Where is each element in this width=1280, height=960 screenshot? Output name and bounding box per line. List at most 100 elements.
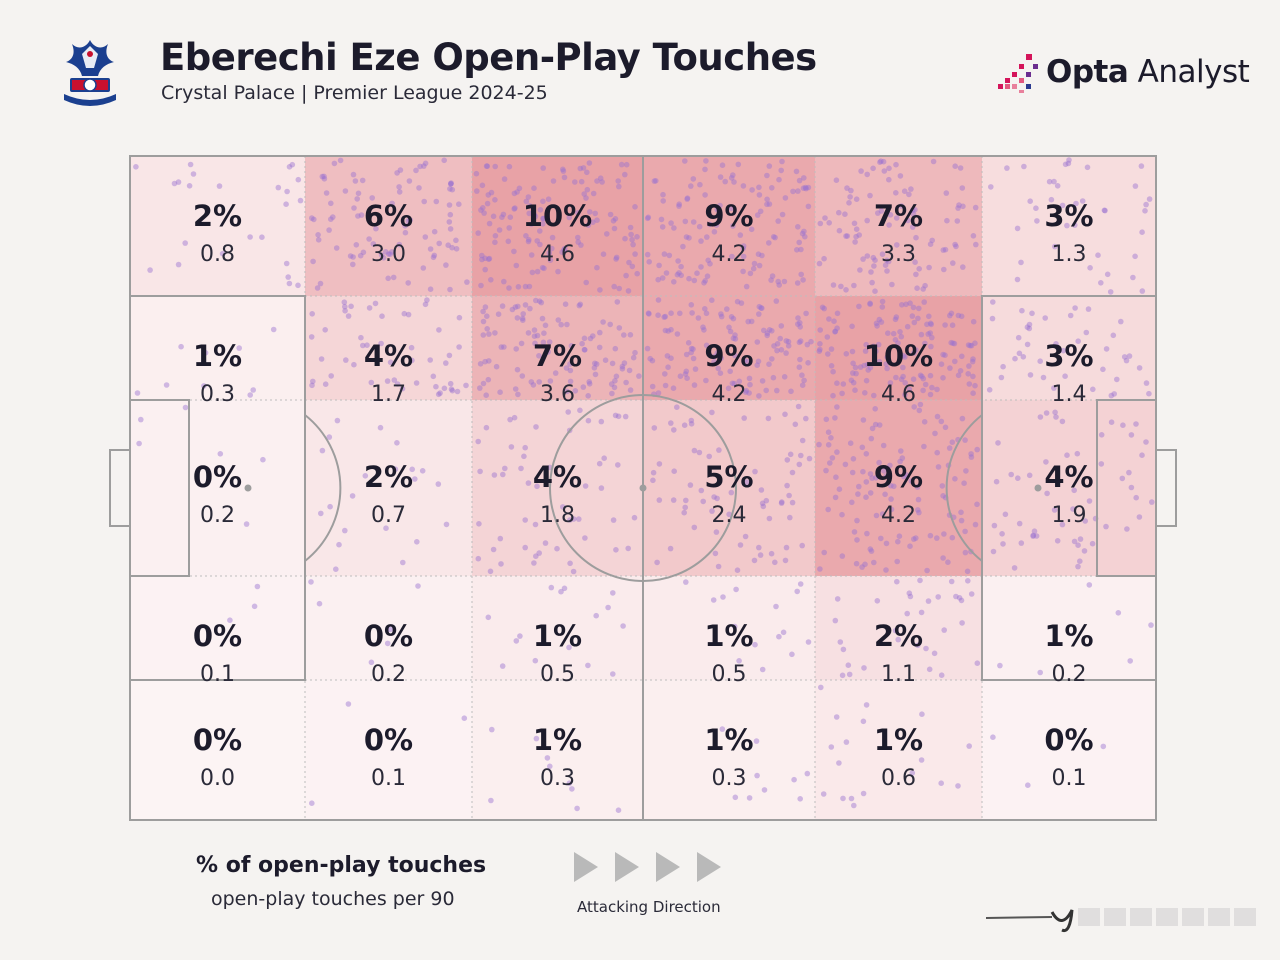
touch-dot: [133, 164, 139, 170]
heat-zone-r5c2: [305, 680, 472, 820]
touch-dot: [676, 270, 682, 276]
touch-dot: [711, 359, 717, 365]
touch-dot: [833, 474, 839, 481]
touch-dot: [485, 192, 492, 198]
touch-dot: [385, 275, 392, 282]
touch-dot: [755, 251, 762, 257]
touch-dot: [1083, 329, 1090, 336]
touch-dot: [482, 304, 489, 310]
touch-dot: [247, 234, 253, 240]
touch-dot: [871, 392, 877, 399]
touch-dot: [878, 208, 885, 214]
touch-dot: [499, 214, 505, 220]
touch-dot: [897, 458, 903, 465]
touch-dot: [901, 188, 908, 194]
touch-dot: [849, 323, 855, 330]
touch-dot: [736, 658, 742, 664]
touch-dot: [644, 345, 651, 352]
touch-dot: [358, 334, 364, 341]
touch-dot: [491, 472, 498, 478]
touch-dot: [774, 347, 780, 354]
touch-dot: [764, 172, 770, 179]
touch-dot: [536, 379, 542, 385]
touch-dot: [691, 524, 698, 531]
touch-dot: [515, 391, 521, 398]
touch-dot: [394, 440, 400, 446]
touch-dot: [592, 360, 598, 367]
heat-zone-r2c5: [815, 296, 982, 400]
touch-dot: [549, 245, 555, 252]
touch-dot: [871, 559, 877, 566]
touch-dot: [726, 511, 732, 518]
zone-per90-label: 0.8: [200, 242, 235, 267]
touch-dot: [728, 205, 735, 211]
touch-dot: [799, 437, 806, 444]
touch-dot: [970, 373, 976, 380]
zone-per90-label: 1.8: [540, 503, 575, 528]
touch-dot: [492, 233, 499, 239]
touch-dot: [342, 303, 348, 310]
touch-dot: [794, 280, 801, 286]
touch-dot: [540, 339, 547, 346]
heat-zone-r2c6: [982, 296, 1156, 400]
touch-dot: [665, 364, 671, 371]
touch-dot: [309, 800, 315, 806]
touch-dot: [609, 360, 616, 367]
heat-zone-r2c2: [305, 296, 472, 400]
touch-dot: [309, 215, 315, 221]
touch-dot: [760, 503, 767, 510]
touch-dot: [878, 319, 885, 325]
touch-dot: [688, 421, 695, 427]
zone-per90-label: 0.1: [371, 766, 406, 791]
touch-dot: [602, 357, 609, 364]
touch-dot: [702, 166, 708, 173]
touch-dot: [876, 422, 883, 428]
touch-dot: [622, 413, 629, 420]
touch-dot: [836, 486, 843, 493]
touch-dot: [770, 234, 777, 240]
touch-dot: [515, 303, 521, 310]
touch-dot: [190, 171, 197, 177]
touch-dot: [421, 163, 427, 169]
heat-zone-r1c2: [305, 156, 472, 296]
touch-dot: [959, 185, 966, 191]
touch-dot: [484, 313, 490, 320]
touch-dot: [259, 234, 265, 240]
touch-dot: [345, 701, 352, 707]
touch-dot: [731, 179, 737, 185]
touch-dot: [654, 559, 660, 566]
touch-dot: [898, 203, 905, 209]
touch-dot: [731, 380, 738, 387]
touch-dot: [879, 298, 886, 305]
touch-dot: [974, 501, 980, 508]
touch-dot: [851, 282, 857, 289]
touch-dot: [766, 201, 773, 207]
touch-dot: [908, 186, 914, 192]
touch-dot: [852, 239, 858, 245]
touch-dot: [832, 329, 838, 335]
touch-dot: [955, 783, 961, 789]
touch-dot: [775, 218, 781, 224]
touch-dot: [658, 216, 665, 223]
touch-dot: [836, 227, 843, 234]
heat-zone-r3c4: [643, 400, 815, 576]
touch-dot: [610, 671, 616, 677]
touch-dot: [1026, 325, 1033, 332]
touch-dot: [656, 497, 663, 503]
touch-dot: [546, 250, 553, 256]
touch-dot: [929, 384, 935, 391]
touch-dot: [854, 537, 860, 543]
touch-dot: [499, 663, 506, 669]
touch-dot: [797, 581, 804, 587]
touch-dot: [990, 299, 996, 305]
touch-dot: [1031, 528, 1038, 534]
touch-dot: [1030, 532, 1037, 539]
left-penalty-arc: [304, 414, 342, 562]
touch-dot: [401, 310, 408, 317]
touch-dot: [769, 185, 775, 191]
touch-dot: [659, 224, 666, 230]
touch-dot: [850, 370, 856, 376]
touch-dot: [999, 531, 1005, 537]
touch-dot: [798, 246, 804, 253]
zone-per90-label: 1.9: [1052, 503, 1087, 528]
